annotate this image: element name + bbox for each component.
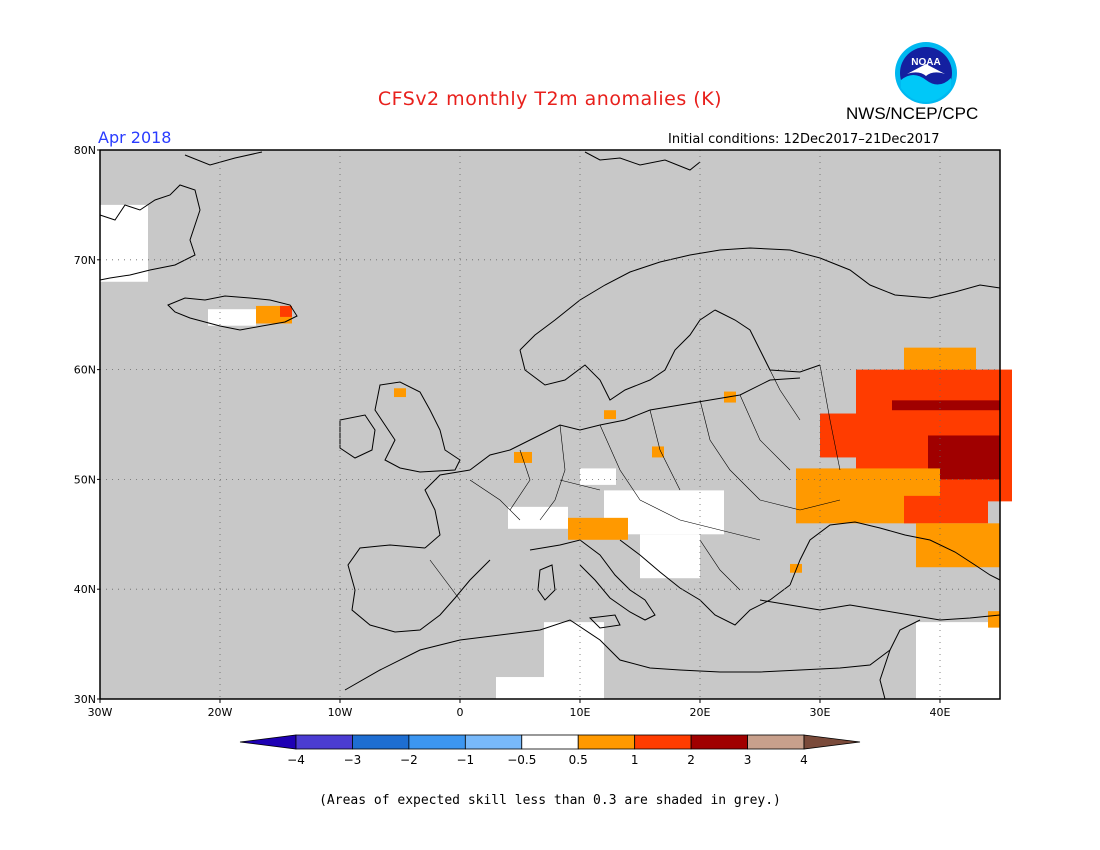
legend-swatch-2 (352, 734, 410, 750)
coastline-france-atlantic (424, 469, 471, 549)
anomaly-region-poland-spot (652, 446, 664, 458)
coastline-sardinia (537, 564, 556, 601)
color-legend-boxes (239, 734, 861, 750)
legend-label: 2 (687, 753, 695, 767)
agency-label: NWS/NCEP/CPC (846, 104, 979, 123)
noaa-logo-text: NOAA (911, 57, 940, 68)
anomaly-region-iceland-hotspot (280, 305, 292, 317)
neutral-regions (100, 204, 1000, 699)
longitude-labels: 30W 20W 10W 0 10E 20E 30E 40E (88, 699, 951, 719)
anomaly-region-baltic-spot (604, 410, 616, 420)
coastline-greenland (99, 184, 201, 281)
country-borders (429, 349, 841, 601)
coastline-turkey (759, 599, 1001, 621)
valid-period: Apr 2018 (98, 128, 172, 147)
legend-label: 0.5 (569, 753, 588, 767)
neutral-region-france-east (508, 506, 568, 529)
lon-label-0: 0 (457, 706, 464, 719)
neutral-region-balkans (640, 534, 700, 579)
initial-conditions: Initial conditions: 12Dec2017–21Dec2017 (668, 132, 940, 147)
legend-swatch-7 (634, 734, 692, 750)
neutral-region-greenland-coast (100, 204, 148, 282)
coastline-greenland-north (184, 151, 263, 166)
legend-swatch-4 (464, 734, 523, 750)
anomaly-regions (256, 305, 1012, 628)
legend-label: −4 (287, 753, 305, 767)
coastline-norway-south (519, 309, 716, 401)
map-title: CFSv2 monthly T2m anomalies (K) (377, 88, 723, 110)
lon-label-20E: 20E (690, 706, 711, 719)
anomaly-region-caucasus-north (904, 495, 988, 524)
anomaly-map: 80N 70N 60N 50N 40N 30N 30W 20W 10W 0 10E 20E 30E 40… (74, 144, 1012, 719)
anomaly-region-levant-spot (988, 611, 1000, 628)
noaa-logo-bird (907, 64, 945, 76)
legend-swatch-9 (747, 734, 805, 750)
lon-label-10W: 10W (328, 706, 353, 719)
neutral-region-middle-east (916, 622, 1000, 699)
legend-label: 1 (631, 753, 639, 767)
coastline-black-sea (789, 521, 1001, 586)
color-legend-labels: −4 −3 −2 −1 −0.5 0.5 1 2 3 4 (287, 753, 808, 767)
map-frame (99, 149, 1001, 700)
coastline-sicily (588, 614, 621, 629)
lat-label-30N: 30N (74, 693, 96, 706)
coastline-north-africa (344, 619, 921, 691)
anomaly-region-netherlands (514, 451, 532, 463)
border-lines (429, 349, 841, 601)
neutral-region-iceland-west (208, 309, 256, 326)
anomaly-region-russia-deep-band (892, 400, 1000, 411)
skill-footnote: (Areas of expected skill less than 0.3 a… (319, 793, 781, 808)
lat-label-40N: 40N (74, 583, 96, 596)
lat-label-80N: 80N (74, 144, 96, 157)
legend-swatch-6 (577, 734, 636, 750)
noaa-logo: NOAA (895, 42, 957, 104)
graticule (100, 150, 1000, 699)
lon-label-40E: 40E (930, 706, 951, 719)
lat-label-70N: 70N (74, 254, 96, 267)
coastline-iceland (167, 295, 298, 331)
coastline-ireland (339, 414, 376, 459)
anomaly-region-russia-west-edge (820, 413, 856, 458)
lon-label-30W: 30W (88, 706, 113, 719)
anomaly-region-caucasus (916, 523, 1000, 568)
coastline-levant (879, 649, 891, 700)
legend-label: 3 (744, 753, 752, 767)
anomaly-region-scotland-spot (394, 388, 406, 398)
lon-label-30E: 30E (810, 706, 831, 719)
legend-label: −2 (400, 753, 418, 767)
coastline-continent-north (469, 377, 801, 471)
legend-label: −0.5 (507, 753, 536, 767)
coastline-iberia (347, 544, 491, 633)
anomaly-region-alps-orange (568, 517, 628, 540)
legend-label: −3 (344, 753, 362, 767)
anomaly-region-russia-north-lobe (904, 347, 976, 370)
legend-swatch-low (239, 734, 297, 750)
legend-swatch-5 (521, 734, 579, 750)
anomaly-region-turkey-spot (790, 563, 802, 573)
lon-label-10E: 10E (570, 706, 591, 719)
neutral-region-algeria-south (496, 677, 556, 699)
coastline-great-britain (374, 381, 461, 473)
lon-label-20W: 20W (208, 706, 233, 719)
noaa-logo-wave (901, 75, 951, 102)
coastline-svalbard (584, 151, 701, 171)
legend-label: 4 (800, 753, 808, 767)
latitude-labels: 80N 70N 60N 50N 40N 30N (74, 144, 100, 706)
lat-label-50N: 50N (74, 473, 96, 486)
lat-label-60N: 60N (74, 364, 96, 377)
coastline-adriatic-balkans (619, 539, 791, 626)
neutral-region-germany-patches (580, 468, 616, 485)
legend-swatch-1 (295, 734, 353, 750)
legend-swatch-high (803, 734, 861, 750)
legend-label: −1 (456, 753, 474, 767)
legend-swatch-8 (690, 734, 748, 750)
legend-swatch-3 (408, 734, 466, 750)
